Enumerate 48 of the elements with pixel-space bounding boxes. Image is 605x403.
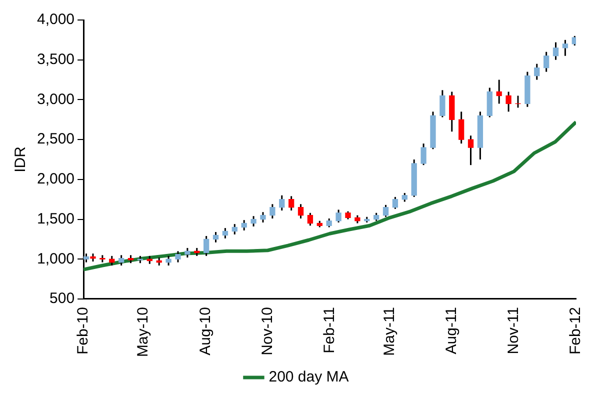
y-tick-label: 1,000 bbox=[36, 250, 75, 268]
candlestick bbox=[458, 110, 464, 144]
x-tick-label: Nov-11 bbox=[505, 306, 522, 354]
x-tick-label: Feb-11 bbox=[320, 306, 338, 354]
y-tick-label: 1,500 bbox=[36, 210, 75, 228]
candlestick bbox=[241, 219, 247, 232]
candlestick bbox=[420, 142, 426, 166]
y-tick-label: 4,000 bbox=[36, 11, 75, 28]
candlestick bbox=[496, 79, 502, 104]
candlestick bbox=[166, 255, 172, 266]
y-tick-label: 500 bbox=[50, 290, 75, 308]
candlestick bbox=[440, 89, 446, 118]
candlestick bbox=[307, 212, 314, 226]
candlestick bbox=[392, 196, 398, 210]
candlestick bbox=[468, 134, 474, 166]
y-tick-label: 3,500 bbox=[36, 50, 75, 68]
y-tick-label: 2,500 bbox=[36, 130, 75, 148]
x-tick-label: Aug-11 bbox=[443, 306, 460, 354]
candlestick bbox=[270, 203, 276, 220]
y-tick-label: 3,000 bbox=[36, 90, 75, 108]
candlestick bbox=[232, 223, 238, 236]
legend-label: 200 day MA bbox=[268, 368, 349, 386]
candlestick bbox=[562, 39, 568, 57]
x-tick-label: Feb-12 bbox=[567, 306, 584, 355]
x-tick-label: May-10 bbox=[134, 306, 152, 358]
candlestick bbox=[250, 215, 256, 228]
y-tick-label: 2,000 bbox=[36, 170, 75, 188]
candlestick bbox=[552, 42, 559, 61]
candlestick bbox=[298, 203, 304, 220]
candlestick bbox=[175, 250, 181, 264]
candlestick bbox=[118, 254, 124, 266]
candlestick bbox=[382, 204, 389, 218]
x-tick-label: Feb-10 bbox=[74, 306, 92, 355]
candlestick bbox=[506, 90, 512, 112]
candlestick bbox=[279, 194, 285, 212]
candlestick bbox=[260, 211, 266, 224]
candlestick bbox=[336, 208, 342, 224]
candlestick bbox=[203, 235, 210, 257]
candlestick bbox=[222, 227, 228, 240]
candlestick bbox=[543, 51, 550, 73]
candlestick bbox=[212, 231, 219, 244]
x-tick-label: Aug-10 bbox=[196, 306, 214, 356]
x-tick-label: May-11 bbox=[380, 306, 398, 356]
x-tick-label: Nov-10 bbox=[258, 306, 276, 356]
candlestick bbox=[288, 195, 294, 212]
candlestick bbox=[184, 247, 190, 258]
candlestick bbox=[534, 63, 540, 81]
y-axis-title: IDR bbox=[12, 146, 30, 172]
